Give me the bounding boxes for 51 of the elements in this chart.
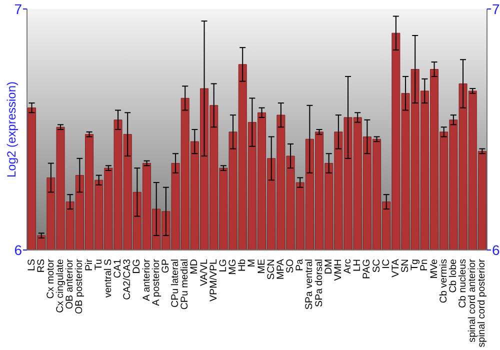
x-tick-label: SC	[371, 259, 382, 273]
x-tick-label: SPa dorsal	[314, 259, 325, 307]
x-tick-label: Cb nucleus	[458, 258, 469, 308]
x-tick-label: DM	[323, 259, 334, 274]
x-tick-label: RS	[36, 258, 47, 273]
x-tick-label: spinal cord posterior	[476, 258, 488, 348]
y2-tick-label: 6	[492, 242, 500, 258]
x-tick-label: spinal cord anterior	[467, 258, 478, 342]
x-tick-label: M	[246, 259, 258, 268]
x-tick-label: Cx cingulate	[55, 258, 66, 313]
x-tick-label: Pa	[294, 258, 306, 271]
x-tick-label: Cb vermis	[438, 258, 450, 304]
x-tick-label: SN	[400, 259, 412, 273]
x-tick-label: VMH	[332, 259, 344, 281]
x-tick-label: GP	[160, 258, 172, 274]
x-tick-label: MVe	[428, 258, 440, 279]
x-tick-label: MPA	[275, 258, 286, 280]
x-tick-label: Tg	[410, 259, 421, 270]
x-tick-label: Arc	[342, 258, 354, 274]
x-tick-label: CPu lateral	[170, 259, 182, 308]
x-tick-label: MG	[228, 259, 239, 275]
x-tick-label: ventral S	[102, 258, 114, 298]
x-tick-label: MD	[189, 259, 200, 274]
x-tick-label: LG	[218, 259, 229, 272]
x-tick-label: SPa ventral	[304, 259, 316, 310]
x-tick-label: OB posterior	[74, 258, 86, 314]
x-tick-label: Cb lobe	[448, 258, 459, 293]
x-tick-label: LS	[26, 258, 38, 271]
x-tick-label: DG	[132, 259, 143, 274]
x-tick-label: Pir	[84, 258, 95, 271]
y-axis-title: Log2 (expression)	[4, 81, 18, 178]
x-tick-label: Cx motor	[45, 258, 56, 299]
x-tick-label: IC	[380, 259, 392, 269]
x-tick-label: Pn	[419, 259, 430, 271]
x-tick-label: CPu medial	[180, 259, 191, 310]
x-tick-label: VA/VL	[198, 258, 210, 286]
x-tick-label: CA1	[112, 259, 124, 278]
x-tick-label: Hb	[237, 258, 248, 272]
x-tick-label: ME	[256, 258, 268, 274]
x-tick-label: SCN	[266, 259, 277, 280]
x-tick-label: A anterior	[141, 258, 152, 301]
x-tick-label: A posterior	[150, 258, 162, 306]
x-tick-label: VTA	[390, 258, 402, 278]
x-tick-label: CA2/CA3	[122, 258, 134, 300]
x-tick-label: LH	[352, 259, 364, 272]
x-tick-label: VPM/VPL	[208, 258, 220, 302]
x-tick-label: Tu	[93, 259, 104, 270]
x-tick-label: PAG	[362, 259, 373, 279]
y2-tick-label: 7	[492, 0, 500, 17]
x-tick-label: OB anterior	[64, 258, 76, 310]
x-tick-label: SO	[285, 258, 296, 274]
